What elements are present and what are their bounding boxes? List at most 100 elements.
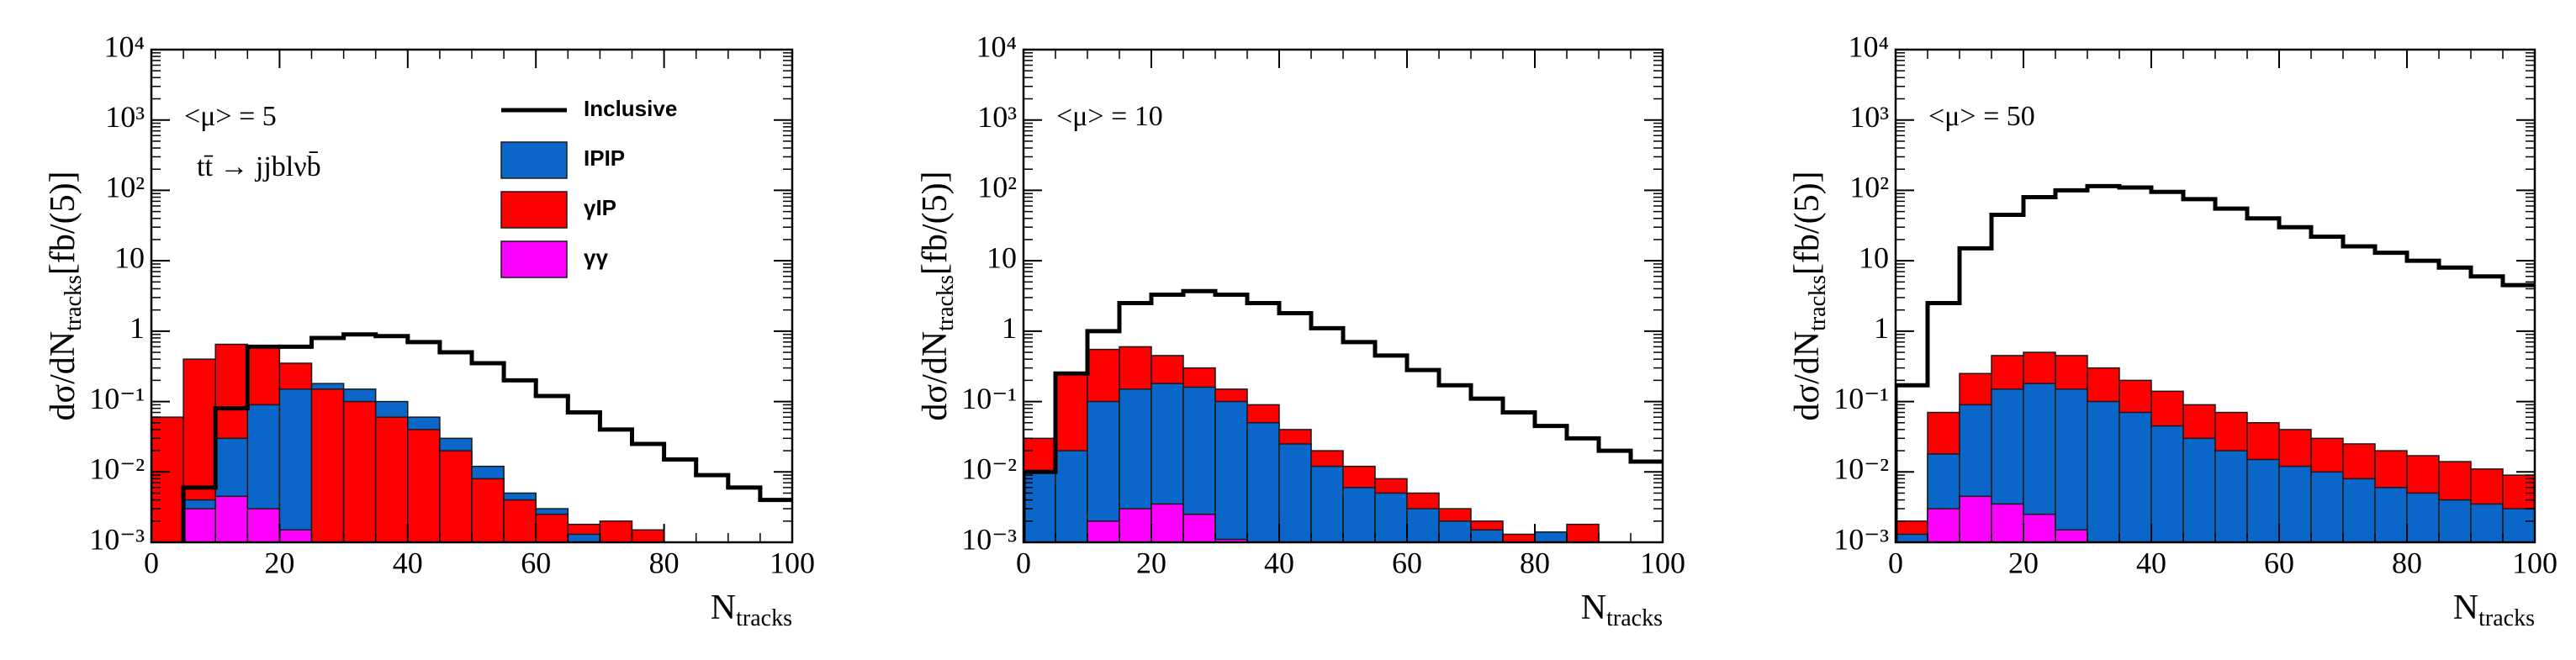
y-tick-label: 10⁻¹ <box>961 382 1017 415</box>
histogram-bar <box>1119 508 1152 542</box>
histogram-bar <box>1278 443 1312 542</box>
y-tick-label: 10 <box>1859 240 1889 274</box>
y-tick-label: 10³ <box>977 100 1017 134</box>
histogram-bar <box>1502 533 1536 542</box>
y-axis-label-tail: [fb/(5)] <box>1788 171 1827 275</box>
y-tick-label: 1 <box>1002 311 1017 345</box>
histogram-bar <box>2182 437 2216 542</box>
legend-label: IPIP <box>584 145 625 171</box>
y-tick-label: 10⁻² <box>961 452 1017 486</box>
histogram-bar <box>2342 478 2376 542</box>
histogram-bar <box>2087 400 2120 542</box>
x-tick-label: 100 <box>770 546 815 579</box>
x-tick-label: 20 <box>264 546 294 579</box>
y-tick-label: 10⁴ <box>103 29 145 63</box>
histogram-bar <box>407 429 441 542</box>
histogram-bar <box>2055 529 2088 542</box>
y-axis-label: dσ/dNtracks[fb/(5)] <box>1788 171 1832 420</box>
x-axis-label-main: N <box>2453 589 2478 627</box>
x-axis-label-sub: tracks <box>1606 605 1663 631</box>
x-tick-label: 20 <box>1136 546 1166 579</box>
histogram-bar <box>2278 465 2312 542</box>
histogram-bar <box>1566 523 1600 542</box>
x-tick-label: 0 <box>1888 546 1903 579</box>
x-axis-label-sub: tracks <box>736 605 792 631</box>
histogram-bar <box>2406 492 2440 542</box>
histogram-bar <box>2470 503 2504 542</box>
histogram-bar <box>342 400 377 542</box>
x-axis-label-main: N <box>711 589 736 627</box>
x-axis-label-sub: tracks <box>2478 605 2535 631</box>
y-axis-label: dσ/dNtracks[fb/(5)] <box>44 171 87 420</box>
histogram-bar <box>471 478 505 542</box>
y-tick-label: 10³ <box>1849 100 1889 134</box>
annotation: <μ> = 50 <box>1928 101 2035 132</box>
histogram-bar <box>1927 508 1960 542</box>
histogram-bar <box>439 450 473 542</box>
y-axis-label-sub: tracks <box>61 275 87 331</box>
histogram-bar <box>1406 508 1440 542</box>
histogram-bar <box>246 508 281 542</box>
x-axis-label-main: N <box>1581 589 1606 627</box>
histogram-bar <box>2150 425 2184 542</box>
y-tick-label: 10² <box>977 171 1017 204</box>
histogram-bar <box>1438 520 1472 542</box>
histogram-bar <box>1310 465 1344 542</box>
histogram-bar <box>1214 400 1248 542</box>
histogram-bar <box>1087 520 1120 542</box>
histogram-bar <box>214 495 249 542</box>
histogram-bar <box>2246 458 2280 542</box>
y-tick-label: 10⁻¹ <box>89 382 145 415</box>
legend-label: Inclusive <box>584 96 677 121</box>
y-tick-label: 10⁻³ <box>1833 522 1889 556</box>
panel: 10⁻³ 10⁻² 10⁻¹ 1 10 10² 10³ 10⁴ 0 20 40 60 80 100 Ntra… <box>44 29 815 631</box>
y-tick-label: 10⁴ <box>1848 29 1889 63</box>
histogram-bar <box>2438 499 2472 542</box>
histogram-bar <box>2023 513 2056 542</box>
histogram-bar <box>535 513 569 542</box>
legend-swatch <box>500 191 568 229</box>
x-tick-label: 60 <box>2264 546 2294 579</box>
annotation: <μ> = 10 <box>1056 101 1163 132</box>
histogram-bar <box>1246 422 1280 542</box>
histogram-bar <box>1470 529 1504 542</box>
plot-area <box>151 332 792 542</box>
histogram-bar <box>151 416 184 542</box>
plot-area <box>1024 288 1663 542</box>
legend-swatch <box>500 141 568 179</box>
y-tick-label: 10⁻¹ <box>1833 382 1889 415</box>
legend-label: γγ <box>584 245 608 270</box>
histogram-bar <box>1182 513 1216 542</box>
histogram-bar <box>1959 495 1992 542</box>
y-tick-label: 10² <box>105 171 145 204</box>
histogram-bar <box>1342 487 1376 542</box>
x-tick-label: 80 <box>2392 546 2422 579</box>
x-tick-label: 20 <box>2008 546 2039 579</box>
histogram-bar <box>1534 531 1568 542</box>
x-tick-label: 40 <box>1264 546 1294 579</box>
plot-area <box>1896 183 2535 542</box>
y-tick-label: 1 <box>1874 311 1889 345</box>
panel: 10⁻³ 10⁻² 10⁻¹ 1 10 10² 10³ 10⁴ 0 20 40 60 80 100 Ntra… <box>916 29 1685 631</box>
y-tick-label: 10⁻³ <box>89 522 145 556</box>
y-axis-label-sub: tracks <box>933 275 959 331</box>
histogram-bar <box>1055 450 1088 542</box>
y-axis-label-sub: tracks <box>1805 275 1831 331</box>
histogram-bar <box>278 388 313 542</box>
x-tick-label: 40 <box>393 546 423 579</box>
y-tick-label: 10⁻² <box>1833 452 1889 486</box>
histogram-bar <box>1991 503 2024 542</box>
histogram-bar <box>1087 400 1120 542</box>
y-tick-label: 10⁻² <box>89 452 145 486</box>
y-axis-label-tail: [fb/(5)] <box>916 171 955 275</box>
y-axis-label: dσ/dNtracks[fb/(5)] <box>916 171 960 420</box>
y-tick-label: 10⁻³ <box>961 522 1017 556</box>
histogram-bar <box>374 416 409 542</box>
histogram-bar <box>599 520 633 542</box>
histogram-bar <box>567 533 601 542</box>
x-axis-label: Ntracks <box>711 589 792 632</box>
y-axis-label-tail: [fb/(5)] <box>44 171 82 275</box>
x-tick-label: 40 <box>2136 546 2166 579</box>
